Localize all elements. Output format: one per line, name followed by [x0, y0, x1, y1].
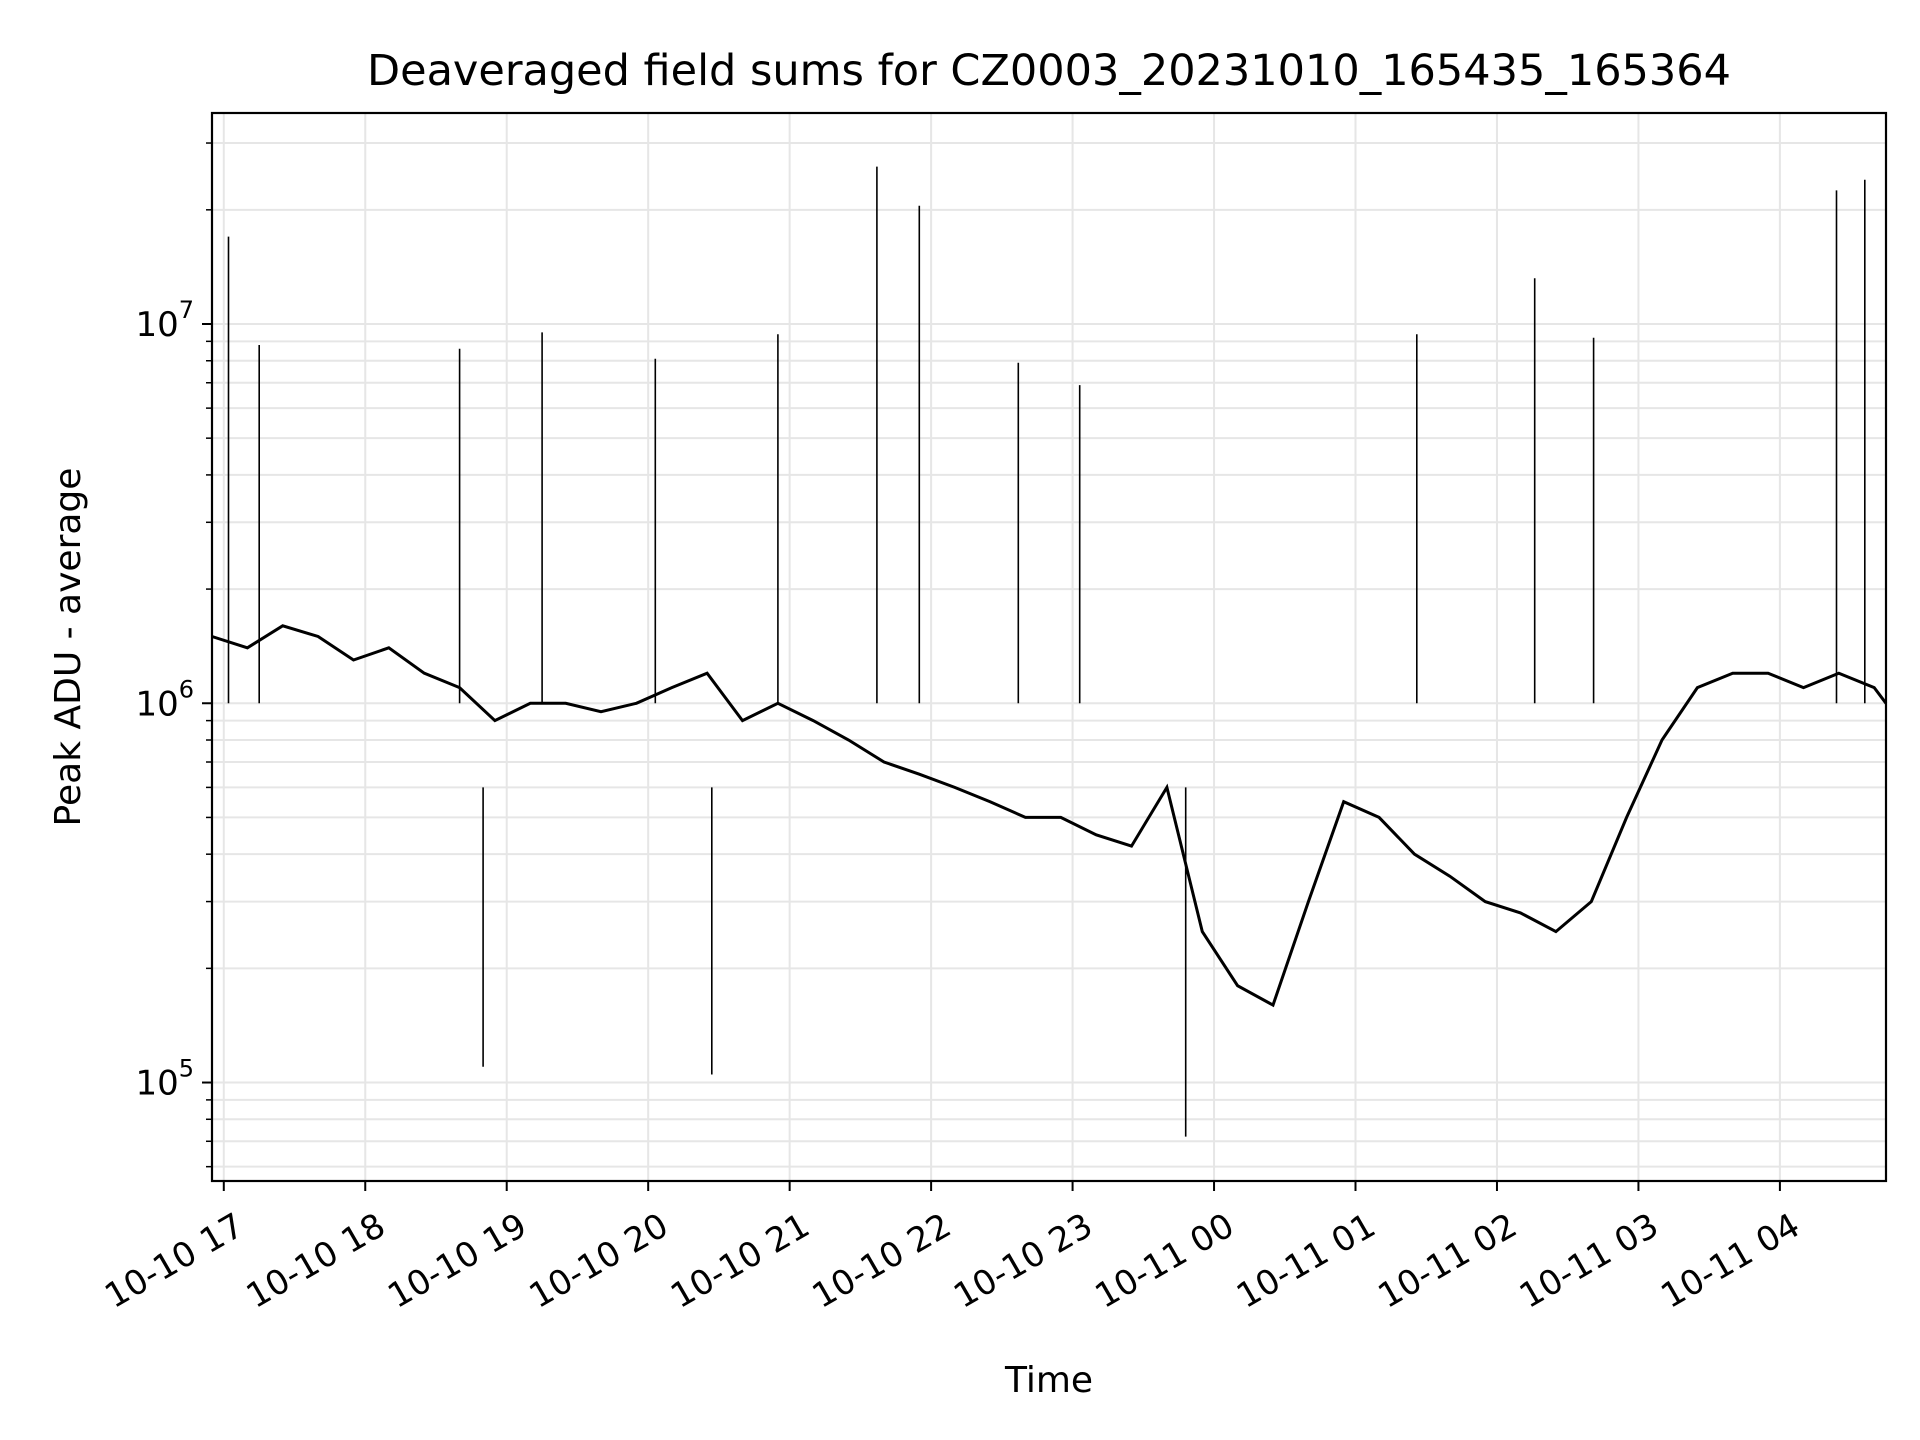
y-tick-label-exponent: 5	[179, 1055, 194, 1083]
y-tick-label-exponent: 7	[179, 296, 194, 324]
chart-title: Deaveraged field sums for CZ0003_2023101…	[367, 46, 1731, 96]
y-tick-label-exponent: 6	[179, 675, 194, 703]
y-tick-label-base: 10	[135, 1064, 178, 1104]
y-tick-label-base: 10	[135, 684, 178, 724]
plot-area	[210, 111, 1888, 1183]
axes-frame	[210, 111, 1888, 1183]
y-axis-title: Peak ADU - average	[48, 468, 89, 827]
series-group	[211, 166, 1888, 1137]
y-tick-label: 106	[135, 675, 194, 724]
y-tick-label: 105	[135, 1055, 194, 1104]
grid	[212, 113, 1886, 1181]
axes-background	[212, 113, 1886, 1181]
y-tick-label-base: 10	[135, 305, 178, 345]
y-tick-label: 107	[135, 296, 194, 345]
x-axis-title: Time	[1004, 1360, 1093, 1401]
